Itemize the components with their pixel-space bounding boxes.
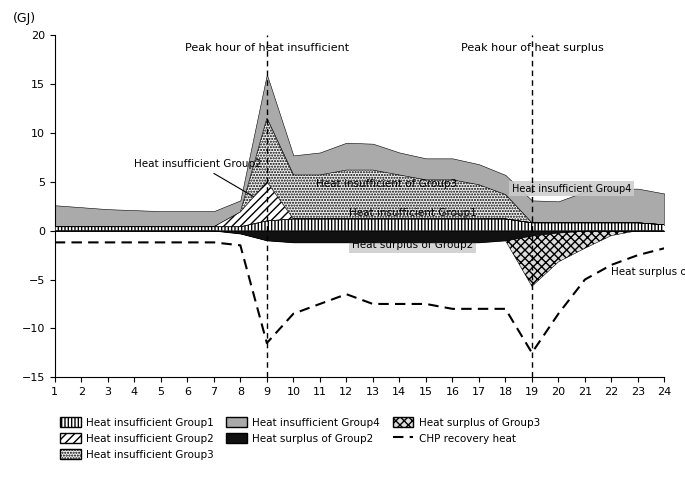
Text: Peak hour of heat surplus: Peak hour of heat surplus (460, 43, 603, 53)
Text: Heat insufficient Group2: Heat insufficient Group2 (134, 159, 262, 200)
Text: Peak hour of heat insufficient: Peak hour of heat insufficient (185, 43, 349, 53)
Legend: Heat insufficient Group1, Heat insufficient Group2, Heat insufficient Group3, He: Heat insufficient Group1, Heat insuffici… (60, 416, 540, 460)
Text: Heat insufficient Group4: Heat insufficient Group4 (512, 184, 632, 194)
Text: Heat insufficient of Group3: Heat insufficient of Group3 (316, 179, 457, 189)
Text: Heat surplus of Group2: Heat surplus of Group2 (352, 240, 473, 250)
Y-axis label: (GJ): (GJ) (13, 12, 36, 25)
Text: Heat surplus of Group3: Heat surplus of Group3 (612, 267, 685, 277)
Text: Heat insufficient Group1: Heat insufficient Group1 (349, 208, 477, 218)
